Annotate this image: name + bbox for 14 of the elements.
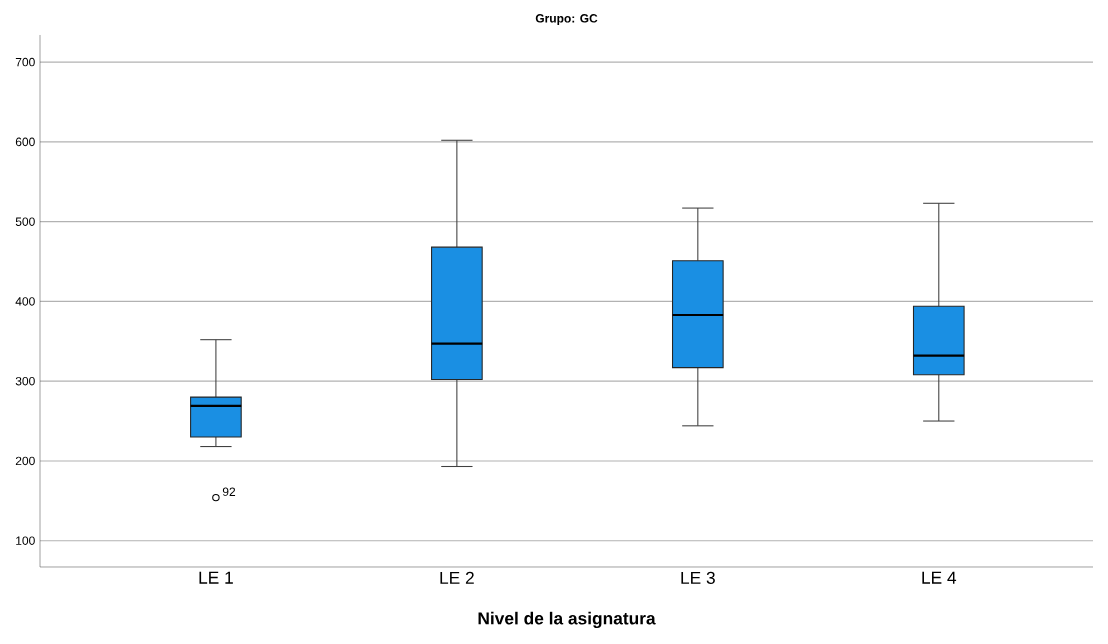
y-tick-label: 600 (15, 137, 35, 147)
y-tick-label: 500 (15, 217, 35, 226)
chart-title: Grupo: GC (535, 14, 598, 25)
x-axis-title: Nivel de la asignatura (478, 611, 656, 629)
y-tick-label: 300 (15, 376, 35, 386)
y-tick-label: 400 (15, 297, 35, 306)
y-tick-label: 700 (15, 57, 35, 67)
x-tick-label: LE 3 (681, 571, 715, 584)
y-tick-label: 200 (15, 456, 35, 466)
x-tick-label: LE 4 (922, 571, 957, 584)
x-tick-label: LE 1 (199, 571, 233, 584)
y-tick-label: 100 (16, 536, 35, 545)
annotation: 92 (222, 487, 236, 497)
x-tick-label: LE 2 (440, 571, 474, 584)
